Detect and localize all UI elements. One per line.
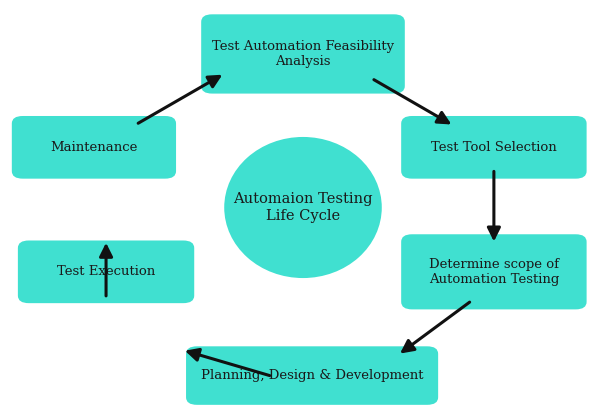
Text: Test Automation Feasibility
Analysis: Test Automation Feasibility Analysis [212,40,394,68]
FancyBboxPatch shape [18,240,194,303]
Text: Determine scope of
Automation Testing: Determine scope of Automation Testing [428,258,559,286]
Text: Automaion Testing
Life Cycle: Automaion Testing Life Cycle [233,193,373,222]
Text: Test Execution: Test Execution [57,265,155,278]
Text: Maintenance: Maintenance [50,141,138,154]
Ellipse shape [224,137,382,278]
Text: Test Tool Selection: Test Tool Selection [431,141,557,154]
Text: Planning, Design & Development: Planning, Design & Development [201,369,424,382]
FancyBboxPatch shape [401,116,587,178]
FancyBboxPatch shape [12,116,176,178]
FancyBboxPatch shape [401,234,587,310]
FancyBboxPatch shape [201,14,405,94]
FancyBboxPatch shape [186,346,438,405]
